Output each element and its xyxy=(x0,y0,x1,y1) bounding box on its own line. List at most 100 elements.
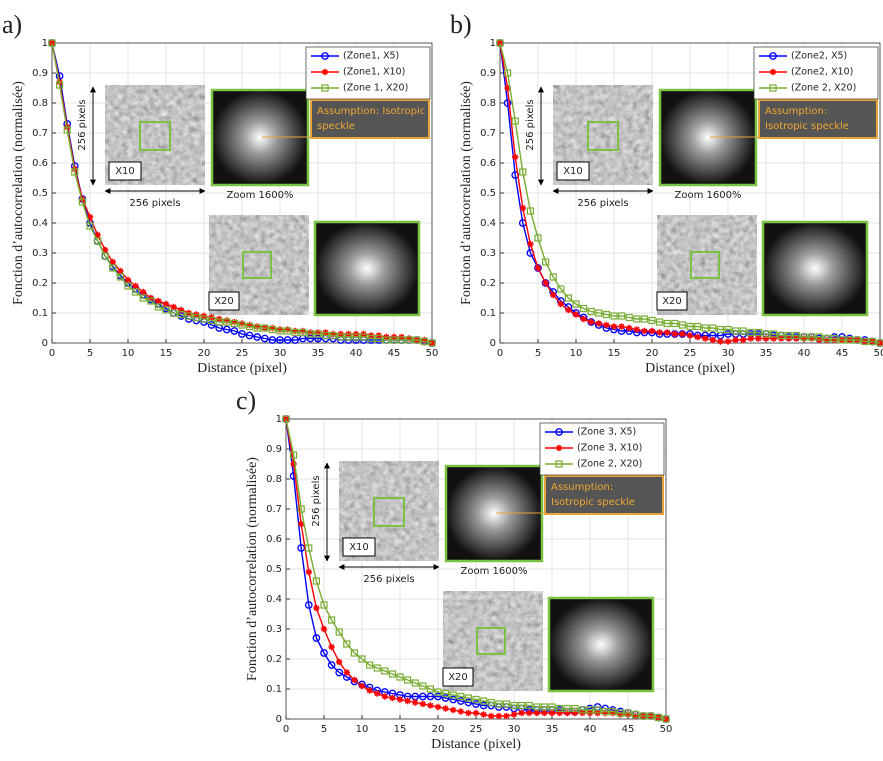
scale-label: 256 pixels xyxy=(577,198,628,209)
marker xyxy=(770,335,777,342)
panel-label: c) xyxy=(236,386,256,415)
x-tick-label: 10 xyxy=(356,724,369,735)
marker xyxy=(762,330,770,338)
x-tick-label: 45 xyxy=(622,724,635,735)
zoom-label: Zoom 1600% xyxy=(461,566,528,577)
marker xyxy=(564,709,571,717)
axes-box xyxy=(51,42,433,344)
x-tick-label: 5 xyxy=(321,724,327,735)
marker xyxy=(754,328,763,337)
marker xyxy=(238,321,246,329)
marker xyxy=(626,324,633,332)
marker xyxy=(587,307,595,316)
marker xyxy=(117,267,124,275)
marker xyxy=(579,304,588,313)
x-tick-label: 40 xyxy=(584,724,597,735)
marker xyxy=(571,709,578,717)
marker xyxy=(694,333,701,341)
y-tick-label: 0 xyxy=(490,338,496,349)
marker xyxy=(555,428,563,436)
marker xyxy=(223,318,231,326)
marker xyxy=(351,676,358,684)
zoom-label: Zoom 1600% xyxy=(227,190,294,201)
marker xyxy=(724,338,732,345)
marker xyxy=(48,39,56,47)
marker xyxy=(390,336,398,344)
marker xyxy=(632,712,639,720)
marker xyxy=(564,294,573,302)
marker xyxy=(565,306,572,314)
marker xyxy=(350,649,358,657)
marker xyxy=(298,520,305,528)
marker xyxy=(542,279,549,287)
marker xyxy=(162,300,170,308)
assumption-box xyxy=(758,99,878,139)
axes-box xyxy=(499,42,881,344)
y-tick-label: 0.3 xyxy=(266,624,282,635)
mag-label: X20 xyxy=(662,296,682,307)
marker xyxy=(154,303,162,311)
marker xyxy=(86,213,94,221)
mag-box xyxy=(208,291,240,311)
marker xyxy=(330,330,337,338)
marker xyxy=(373,664,381,672)
roi-box xyxy=(476,627,506,655)
marker xyxy=(648,327,656,335)
x-tick-label: 35 xyxy=(546,724,559,735)
marker xyxy=(555,444,563,452)
legend-label: (Zone1, X10) xyxy=(343,67,405,78)
marker xyxy=(215,318,223,326)
marker xyxy=(747,335,754,342)
marker xyxy=(876,339,883,347)
marker xyxy=(593,706,602,714)
x-tick-label: 50 xyxy=(660,724,673,735)
marker xyxy=(479,701,488,710)
marker xyxy=(245,331,254,340)
x-tick-label: 40 xyxy=(798,348,811,359)
marker xyxy=(223,317,230,324)
mag-box xyxy=(556,161,590,181)
x-axis-label: Distance (pixel) xyxy=(431,737,521,752)
y-tick-label: 0.4 xyxy=(32,218,48,229)
marker xyxy=(686,332,694,339)
y-tick-label: 0.1 xyxy=(480,308,496,319)
marker xyxy=(740,336,747,344)
y-tick-label: 0.9 xyxy=(266,444,282,455)
marker xyxy=(268,325,276,334)
roi-box xyxy=(690,251,720,279)
marker xyxy=(428,339,436,347)
marker xyxy=(550,291,557,299)
roi-box xyxy=(373,497,405,527)
x-tick-label: 50 xyxy=(426,348,439,359)
marker xyxy=(321,68,329,76)
marker xyxy=(717,338,724,345)
marker xyxy=(724,325,732,334)
marker xyxy=(496,39,504,47)
marker xyxy=(139,294,147,302)
marker xyxy=(616,709,625,717)
scale-label: 256 pixels xyxy=(363,574,414,585)
marker xyxy=(253,333,262,341)
y-tick-label: 0.8 xyxy=(480,98,496,109)
marker xyxy=(480,697,488,705)
marker xyxy=(222,325,231,334)
marker xyxy=(336,658,343,666)
assumption-text: Assumption: xyxy=(551,482,613,493)
scale-label: 256 pixels xyxy=(525,99,536,150)
marker xyxy=(571,704,579,713)
marker xyxy=(654,713,663,722)
marker xyxy=(299,328,307,337)
marker xyxy=(426,692,435,701)
marker xyxy=(648,316,656,325)
mag-label: X20 xyxy=(448,672,468,683)
marker xyxy=(602,709,609,717)
marker xyxy=(116,273,125,281)
marker xyxy=(671,330,678,338)
zoom-image xyxy=(761,220,869,317)
mag-box xyxy=(342,537,376,557)
marker xyxy=(320,601,328,609)
x-tick-label: 30 xyxy=(508,724,521,735)
x-tick-label: 35 xyxy=(760,348,773,359)
marker xyxy=(261,324,269,332)
marker xyxy=(572,311,580,318)
